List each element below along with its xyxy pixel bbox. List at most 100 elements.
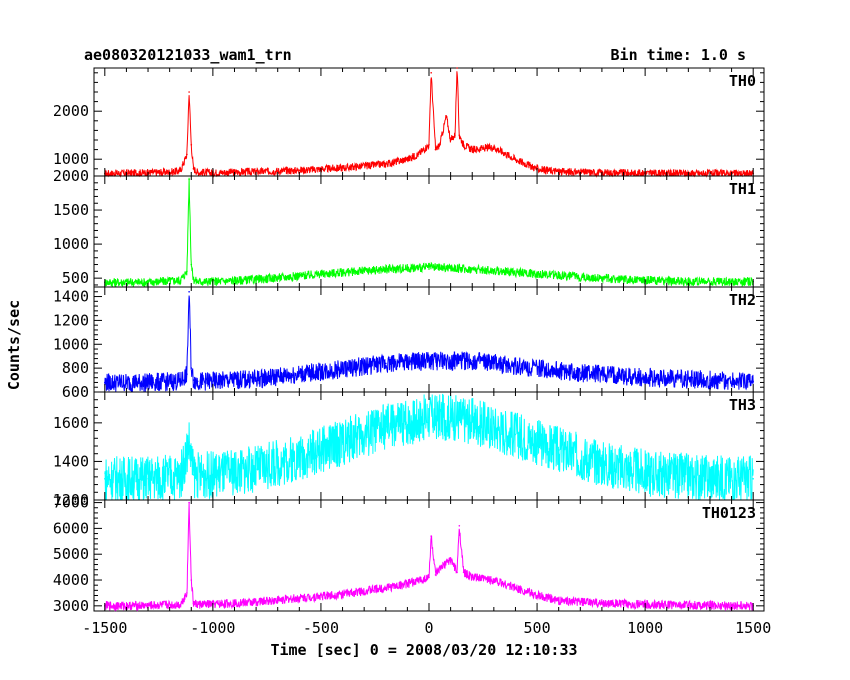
data-point — [430, 535, 433, 537]
data-point — [192, 602, 195, 605]
data-point — [186, 592, 188, 594]
data-point — [147, 478, 149, 480]
data-point — [471, 576, 474, 579]
y-tick-label: 1200 — [53, 491, 89, 509]
y-axis-label: Counts/sec — [5, 300, 23, 390]
series-line-th3 — [104, 393, 754, 501]
data-point — [579, 372, 582, 374]
data-point — [557, 449, 560, 451]
chart-subtitle: Bin time: 1.0 s — [611, 46, 746, 64]
data-point — [557, 599, 560, 602]
x-tick-label: 0 — [424, 619, 433, 637]
panel-th3: TH3 1200 1400 1600 — [53, 391, 765, 509]
data-point — [188, 91, 190, 93]
data-point — [456, 571, 458, 574]
data-point — [449, 139, 452, 141]
data-point — [196, 380, 199, 383]
panel-th0: TH0 1000 2000 — [53, 67, 765, 178]
data-point — [255, 278, 257, 281]
data-point — [190, 263, 193, 266]
data-point — [186, 373, 188, 375]
data-point — [179, 476, 182, 478]
data-point — [298, 597, 301, 599]
data-point — [456, 67, 458, 69]
data-point — [709, 379, 711, 381]
data-point — [320, 273, 322, 275]
data-point — [385, 425, 387, 428]
data-point — [514, 433, 517, 436]
y-tick-label: 500 — [62, 269, 89, 287]
data-point — [188, 291, 190, 293]
data-point — [462, 144, 465, 146]
data-point — [179, 279, 182, 282]
data-point — [449, 558, 452, 561]
data-point — [454, 134, 456, 136]
x-tick-label: -1500 — [82, 619, 127, 637]
data-point — [104, 381, 106, 384]
data-point — [458, 525, 461, 527]
data-point — [179, 169, 182, 172]
series-label: TH2 — [729, 291, 756, 309]
data-point — [428, 360, 430, 362]
data-point — [186, 270, 188, 273]
data-point — [445, 115, 448, 117]
data-point — [471, 148, 474, 151]
x-tick-label: 500 — [524, 619, 551, 637]
data-point — [428, 144, 430, 146]
data-point — [179, 380, 182, 383]
y-tick-label: 1600 — [53, 414, 89, 432]
data-point — [147, 381, 149, 384]
data-point — [255, 468, 257, 470]
data-point — [320, 370, 322, 373]
data-point — [644, 376, 646, 379]
data-point — [196, 280, 199, 283]
data-point — [104, 478, 106, 480]
data-point — [557, 274, 560, 277]
series-line-th0123 — [104, 502, 754, 612]
x-axis-label: Time [sec] 0 = 2008/03/20 12:10:33 — [270, 641, 577, 659]
data-point — [428, 266, 430, 269]
series-label: TH0 — [729, 72, 756, 90]
data-point — [188, 501, 190, 504]
data-point — [385, 268, 387, 271]
y-tick-label: 1000 — [53, 335, 89, 353]
x-tick-label: -1000 — [190, 619, 235, 637]
data-point — [493, 269, 495, 272]
data-point — [196, 171, 199, 173]
data-point — [341, 441, 344, 443]
panel-th1: TH1 500 1000 1500 2000 — [53, 167, 765, 288]
data-point — [255, 601, 257, 603]
data-point — [687, 476, 690, 478]
data-point — [493, 579, 495, 581]
y-tick-label: 6000 — [53, 519, 89, 537]
x-tick-label: 1000 — [627, 619, 663, 637]
data-point — [514, 158, 517, 160]
data-point — [186, 153, 188, 156]
data-point — [622, 278, 625, 281]
chart-title: ae080320121033_wam1_trn — [84, 46, 292, 64]
y-tick-label: 600 — [62, 383, 89, 401]
data-point — [212, 380, 214, 383]
panel-frame — [93, 499, 765, 612]
data-point — [188, 441, 190, 443]
y-tick-label: 1000 — [53, 235, 89, 253]
data-point — [752, 380, 754, 383]
y-tick-label: 1400 — [53, 288, 89, 306]
data-point — [493, 146, 495, 148]
data-point — [190, 144, 193, 146]
data-point — [458, 134, 461, 136]
series-label: TH3 — [729, 396, 756, 414]
data-point — [212, 474, 214, 476]
data-point — [601, 602, 603, 605]
data-point — [385, 587, 387, 589]
series-line-th2 — [104, 295, 754, 392]
data-point — [428, 416, 430, 418]
panel-frame — [93, 67, 765, 177]
data-point — [449, 416, 452, 418]
data-point — [514, 365, 517, 367]
data-point — [514, 587, 517, 589]
y-tick-label: 2000 — [53, 102, 89, 120]
data-point — [385, 362, 387, 365]
y-tick-label: 800 — [62, 359, 89, 377]
data-point — [471, 360, 474, 362]
